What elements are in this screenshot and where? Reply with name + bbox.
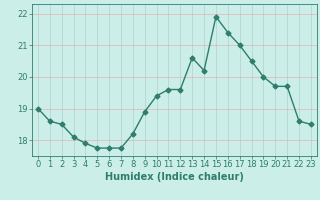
X-axis label: Humidex (Indice chaleur): Humidex (Indice chaleur): [105, 172, 244, 182]
